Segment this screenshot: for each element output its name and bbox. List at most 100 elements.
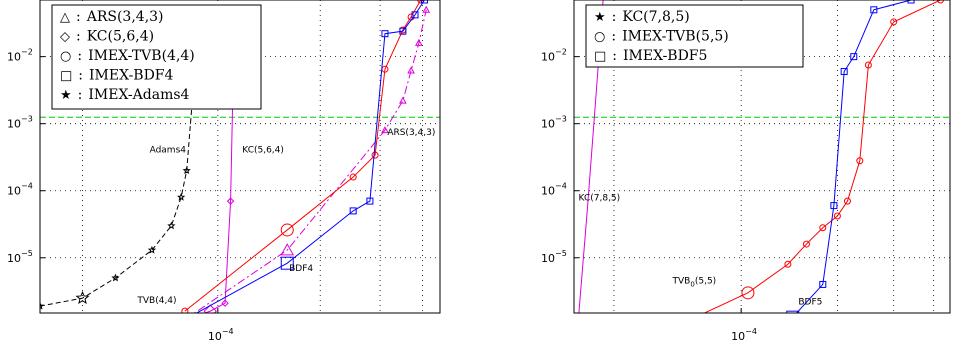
y-tick-label: 10−3 (7, 115, 33, 131)
legend-separator: : (77, 48, 82, 64)
data-point (420, 0, 428, 4)
data-point (349, 173, 357, 181)
data-point (399, 27, 407, 35)
data-point (177, 192, 186, 201)
legend-box (51, 4, 262, 110)
annotation-text: TVB (672, 277, 691, 287)
annotation-text: KC(5,6,4) (242, 146, 284, 156)
data-point (850, 53, 858, 61)
annotation-label: ARS(3,4,3) (387, 128, 435, 138)
annotation-text-rest: (5,5) (695, 277, 716, 287)
x-tick-exp: −4 (222, 327, 234, 336)
x-tick-base: 10 (731, 330, 745, 343)
data-point (870, 6, 878, 14)
series-line-0 (40, 103, 193, 307)
annotation-text: KC(7,8,5) (579, 193, 621, 203)
series-line-2 (193, 9, 427, 313)
y-tick-base: 10 (541, 185, 555, 198)
legend-marker: ○ (594, 30, 605, 45)
legend-label: IMEX-BDF4 (89, 68, 174, 84)
data-point (936, 0, 944, 4)
legend-separator: : (612, 9, 617, 25)
y-tick-label: 10−5 (541, 249, 567, 265)
data-point (819, 224, 827, 232)
annotation-subscript: 0 (690, 281, 694, 289)
legend-separator: : (76, 9, 81, 25)
legend-separator: : (76, 29, 81, 45)
annotation-text: BDF5 (798, 298, 822, 308)
legend-box (585, 4, 804, 68)
legend-label: KC(7,8,5) (622, 9, 689, 25)
data-point (830, 202, 838, 210)
y-tick-base: 10 (7, 252, 21, 265)
y-tick-exp: −4 (555, 182, 567, 191)
data-point (741, 286, 755, 300)
data-point (856, 157, 864, 165)
series-group (40, 0, 431, 313)
data-point (203, 304, 217, 313)
annotation-label: KC(7,8,5) (579, 193, 621, 203)
series-line-3 (184, 0, 422, 312)
y-tick-label: 10−2 (541, 48, 567, 64)
y-tick-exp: −5 (555, 249, 567, 258)
data-point (840, 68, 848, 76)
data-point (371, 151, 379, 159)
legend-entry: ◇: KC(5,6,4) (60, 29, 154, 45)
y-tick-base: 10 (7, 118, 21, 131)
series-line-1 (703, 0, 941, 313)
annotation-text: TVB(4,4) (136, 296, 176, 306)
data-point (843, 197, 851, 205)
data-point (280, 223, 294, 237)
legend-entry: ★: KC(7,8,5) (594, 9, 690, 25)
plot-frame (39, 0, 441, 314)
data-point (167, 221, 176, 230)
annotation-label: TVB(4,4) (136, 296, 176, 306)
plot-frame (573, 0, 951, 314)
data-point (422, 5, 431, 13)
legend-separator: : (78, 68, 83, 84)
legend-entry: ○: IMEX-TVB(4,4) (60, 48, 195, 64)
legend-label: IMEX-BDF5 (623, 48, 707, 64)
y-tick-label: 10−5 (7, 249, 33, 265)
data-point (182, 166, 191, 175)
y-tick-base: 10 (7, 185, 21, 198)
data-point (147, 245, 157, 254)
data-point (802, 240, 810, 248)
legend-marker: ★ (60, 88, 72, 103)
legend: ★: KC(7,8,5) ○: IMEX-TVB(5,5) □: IMEX-BDF5 (585, 4, 804, 68)
data-point (349, 207, 357, 215)
data-point (40, 301, 45, 310)
annotation-text: ARS(3,4,3) (387, 128, 435, 138)
y-tick-exp: −5 (21, 249, 33, 258)
annotation-label: Adams4 (150, 146, 187, 156)
annotation-label: KC(5,6,4) (242, 146, 284, 156)
legend-entry: □: IMEX-BDF4 (60, 68, 174, 84)
legend-separator: : (611, 29, 616, 45)
data-point (280, 256, 294, 270)
legend-marker: ★ (594, 10, 606, 25)
legend-label: ARS(3,4,3) (86, 9, 164, 25)
series-line-2 (795, 0, 912, 313)
y-tick-exp: −3 (555, 115, 567, 124)
y-tick-base: 10 (541, 252, 555, 265)
x-tick-base: 10 (208, 330, 222, 343)
data-point (381, 30, 389, 38)
data-point (907, 0, 915, 4)
right-panel: 10−210−310−410−510−4KC(7,8,5)TVB0(5,5)BD… (541, 0, 951, 343)
legend-entry: ★: IMEX-Adams4 (60, 87, 190, 103)
y-tick-exp: −4 (21, 182, 33, 191)
legend-label: IMEX-TVB(4,4) (88, 48, 195, 64)
data-point (833, 212, 841, 220)
data-point (786, 310, 800, 313)
legend-separator: : (612, 48, 617, 64)
x-tick-exp: −4 (745, 327, 757, 336)
legend-marker: ◇ (60, 30, 70, 45)
data-point (381, 126, 389, 134)
legend-marker: △ (60, 10, 70, 25)
y-tick-label: 10−4 (541, 182, 567, 198)
data-point (784, 260, 792, 268)
legend-entry: △: ARS(3,4,3) (60, 9, 164, 25)
annotation-text: Adams4 (150, 146, 187, 156)
data-point (417, 0, 425, 4)
